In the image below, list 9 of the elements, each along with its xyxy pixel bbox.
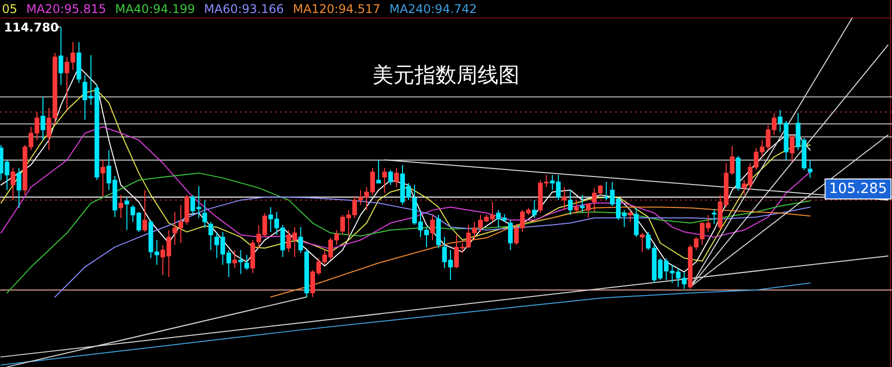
text: MA240:94.742 <box>389 2 477 16</box>
annotation: 114.780 <box>4 20 59 34</box>
text: MA120:94.517 <box>292 2 380 16</box>
text: MA40:94.199 <box>115 2 196 16</box>
text: MA60:93.166 <box>204 2 284 16</box>
annotation: 105.285 <box>829 180 887 197</box>
text: 05 <box>2 2 18 16</box>
text: MA20:95.815 <box>26 2 106 16</box>
text: 美元指数周线图 <box>372 63 520 87</box>
